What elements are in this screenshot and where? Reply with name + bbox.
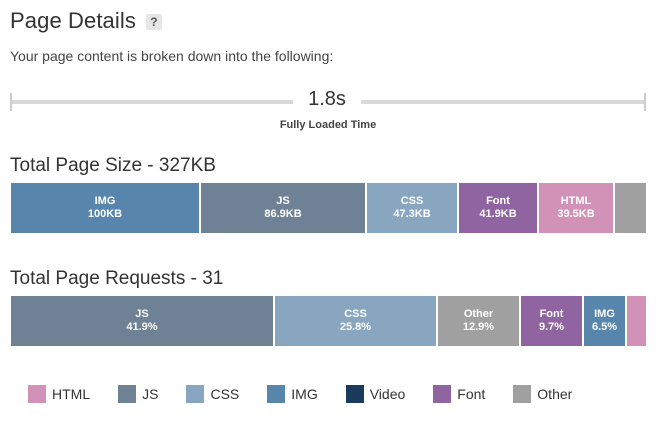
segment-value: 41.9KB xyxy=(479,208,517,220)
page-requests-bar: JS 41.9% CSS 25.8% Other 12.9% Font 9.7% IMG 6.5% xyxy=(11,296,646,346)
legend-label: HTML xyxy=(52,386,91,402)
legend-label: IMG xyxy=(291,386,318,402)
legend-item-other[interactable]: Other xyxy=(513,385,572,403)
title-row: Page Details ? xyxy=(10,8,162,34)
segment-label: Other xyxy=(463,308,494,320)
legend-item-js[interactable]: JS xyxy=(118,385,158,403)
size-segment-font[interactable]: Font 41.9KB xyxy=(459,183,537,233)
legend-item-video[interactable]: Video xyxy=(345,385,406,403)
size-segment-img[interactable]: IMG 100KB xyxy=(11,183,199,233)
help-icon[interactable]: ? xyxy=(145,14,162,30)
segment-value: 47.3KB xyxy=(393,208,431,220)
fully-loaded-timeline: 1.8s xyxy=(10,88,646,116)
requests-segment-other[interactable]: Other 12.9% xyxy=(438,296,519,346)
segment-label: HTML xyxy=(560,195,592,207)
requests-segment-html[interactable] xyxy=(627,296,646,346)
segment-label: JS xyxy=(276,195,290,207)
legend-swatch xyxy=(345,385,364,403)
legend-swatch xyxy=(118,385,137,403)
legend-item-html[interactable]: HTML xyxy=(28,385,90,403)
segment-value: 12.9% xyxy=(462,321,495,333)
size-segment-css[interactable]: CSS 47.3KB xyxy=(367,183,457,233)
segment-label: Font xyxy=(539,308,564,320)
fully-loaded-time-label: Fully Loaded Time xyxy=(279,119,377,131)
legend-swatch xyxy=(186,385,205,403)
segment-label: Font xyxy=(486,195,510,207)
legend-item-img[interactable]: IMG xyxy=(267,385,318,403)
segment-value: 25.8% xyxy=(339,321,372,333)
requests-segment-font[interactable]: Font 9.7% xyxy=(521,296,582,346)
legend-swatch xyxy=(513,385,532,403)
legend-label: CSS xyxy=(210,386,240,402)
legend-item-css[interactable]: CSS xyxy=(186,385,239,403)
segment-label: JS xyxy=(135,308,149,320)
legend-label: Other xyxy=(537,386,573,402)
segment-value: 86.9KB xyxy=(264,208,302,220)
intro-text: Your page content is broken down into th… xyxy=(10,48,334,64)
page-title: Page Details xyxy=(10,8,136,33)
legend-label: Video xyxy=(369,386,406,402)
fully-loaded-time-value: 1.8s xyxy=(308,88,346,110)
size-segment-other[interactable] xyxy=(615,183,646,233)
timeline-end-cap xyxy=(644,93,646,111)
page-size-heading: Total Page Size - 327KB xyxy=(10,155,216,176)
legend-label: JS xyxy=(142,386,159,402)
page-size-bar: IMG 100KB JS 86.9KB CSS 47.3KB Font 41.9KB HTML 3… xyxy=(11,183,646,233)
segment-label: IMG xyxy=(594,308,615,320)
page-requests-heading: Total Page Requests - 31 xyxy=(10,268,224,289)
content-type-legend: HTML JS CSS IMG Video Font Other xyxy=(28,385,572,403)
legend-swatch xyxy=(433,385,452,403)
segment-value: 41.9% xyxy=(126,321,158,333)
legend-swatch xyxy=(267,385,286,403)
requests-segment-img[interactable]: IMG 6.5% xyxy=(584,296,625,346)
legend-item-font[interactable]: Font xyxy=(433,385,485,403)
segment-value: 6.5% xyxy=(591,321,618,333)
size-segment-js[interactable]: JS 86.9KB xyxy=(201,183,365,233)
timeline-line-right xyxy=(361,100,646,104)
timeline-start-cap xyxy=(10,93,12,111)
requests-segment-js[interactable]: JS 41.9% xyxy=(11,296,273,346)
legend-label: Font xyxy=(457,386,486,402)
requests-segment-css[interactable]: CSS 25.8% xyxy=(275,296,436,346)
segment-value: 100KB xyxy=(87,208,123,220)
segment-value: 9.7% xyxy=(538,321,565,333)
size-segment-html[interactable]: HTML 39.5KB xyxy=(539,183,613,233)
legend-swatch xyxy=(28,385,46,403)
segment-label: CSS xyxy=(400,195,424,207)
segment-label: IMG xyxy=(94,195,116,207)
segment-value: 39.5KB xyxy=(557,208,595,220)
segment-label: CSS xyxy=(344,308,367,320)
timeline-line-left xyxy=(10,100,293,104)
